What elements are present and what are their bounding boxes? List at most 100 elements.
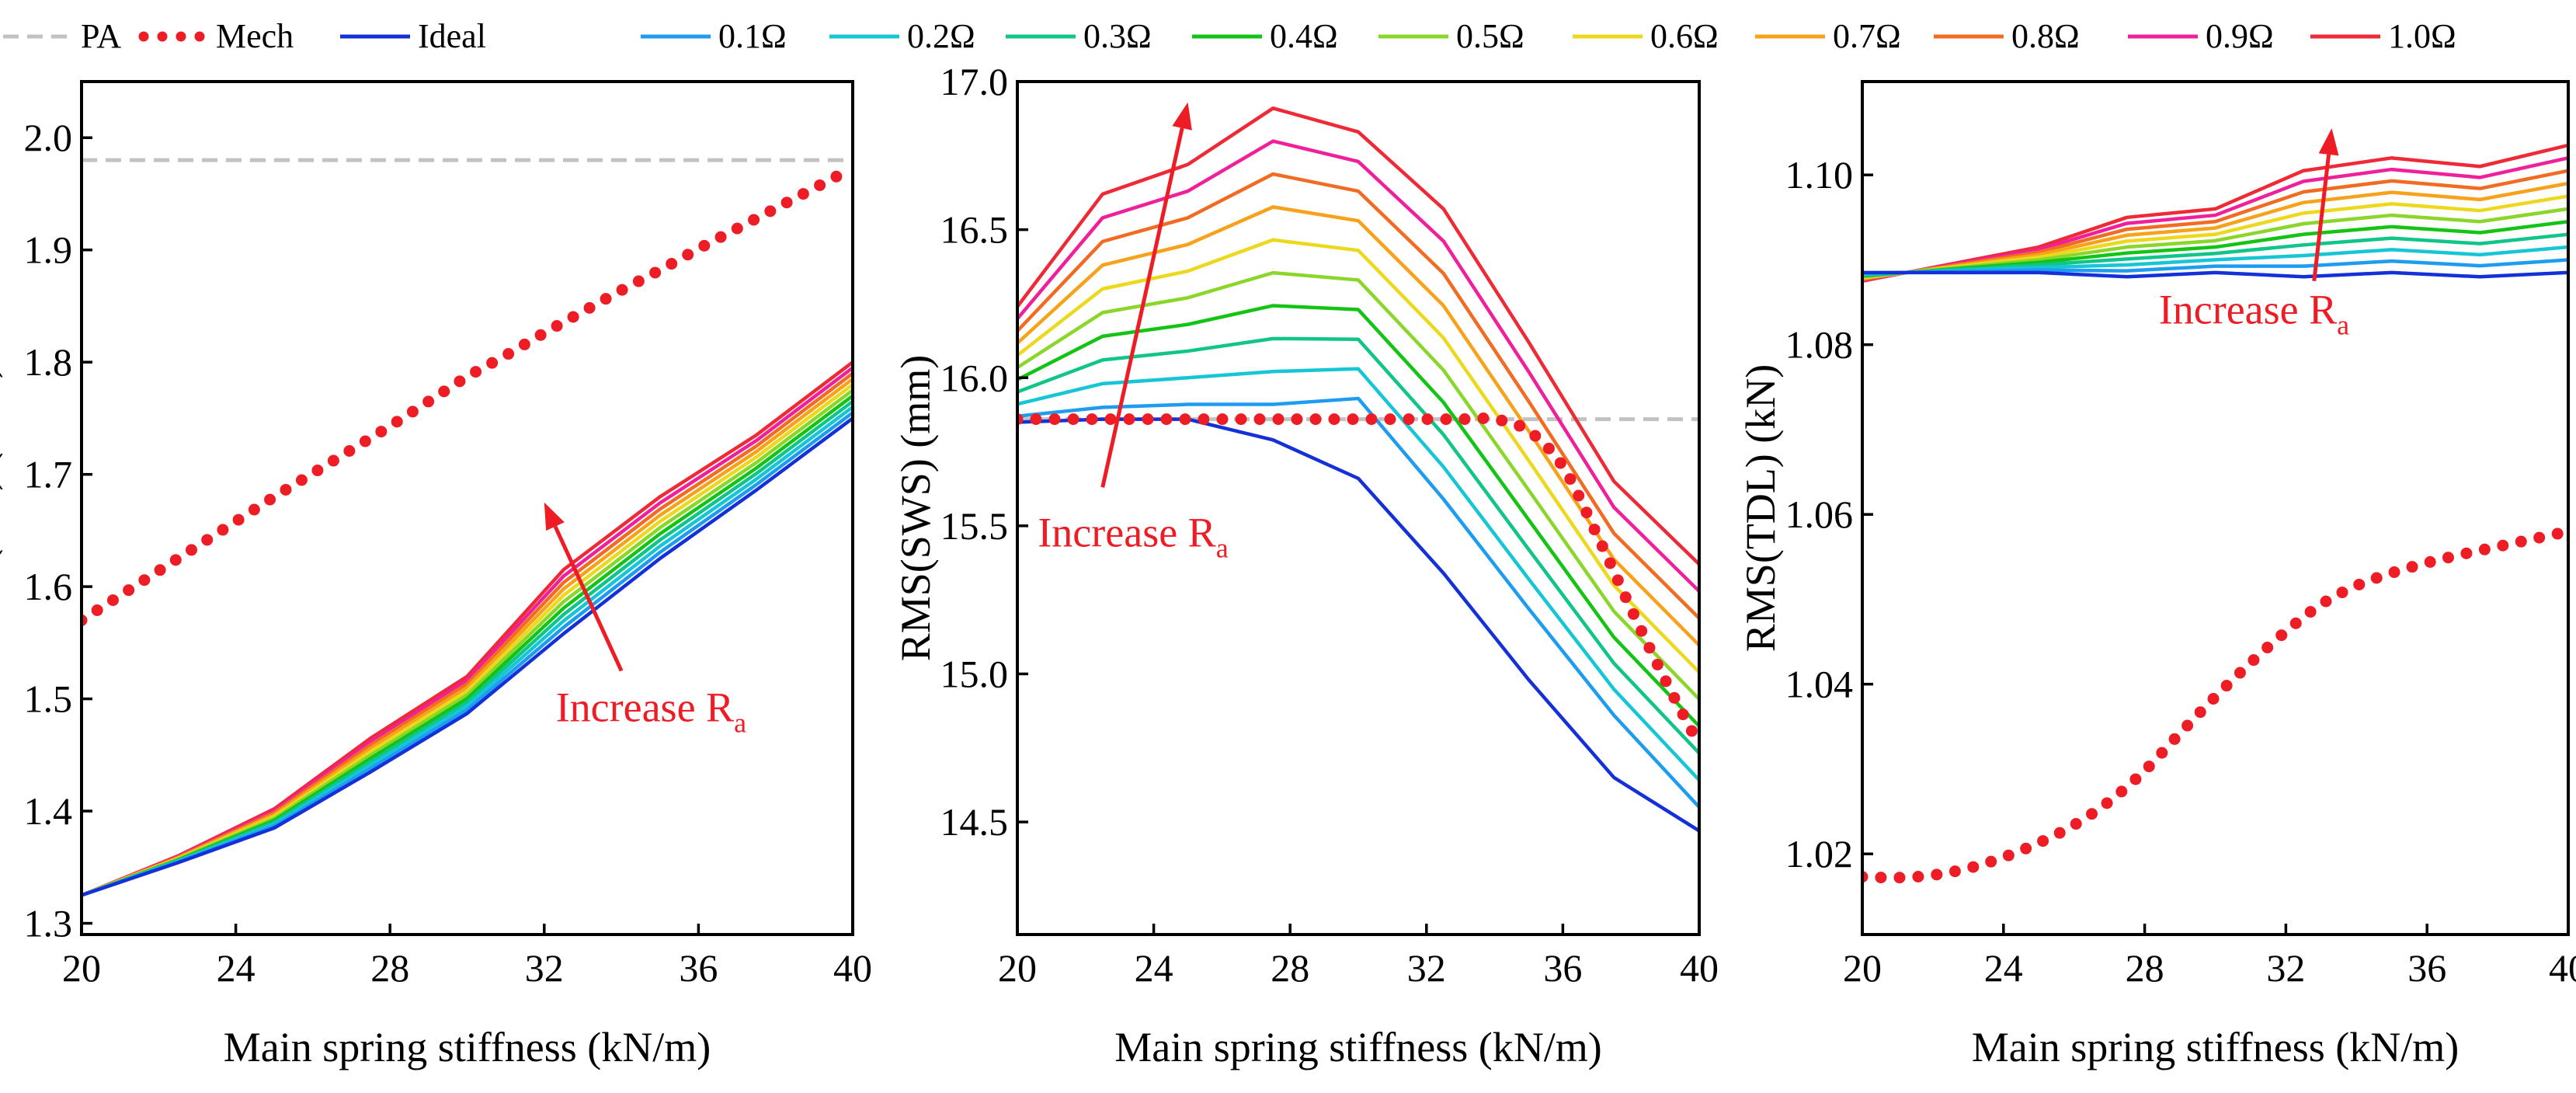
increase-ra-annotation: Increase Ra xyxy=(2159,286,2349,340)
series-line-r-7 xyxy=(1017,205,1699,647)
y-axis-label-main: RMS(SWS) (mm) xyxy=(892,355,939,662)
increase-arrow-head xyxy=(544,502,565,531)
series-line-ideal xyxy=(82,416,853,897)
y-axis-label-tail: ) xyxy=(0,364,3,378)
x-tick-label: 28 xyxy=(1271,946,1309,990)
plot-frame xyxy=(1016,80,1701,936)
y-tick-label: 1.04 xyxy=(1785,663,1854,706)
y-tick-label: 1.9 xyxy=(24,228,73,272)
series-line-r-2 xyxy=(1017,367,1699,781)
legend-label: 0.5Ω xyxy=(1456,17,1524,55)
legend-label: Ideal xyxy=(418,17,486,55)
y-tick-label: 2.0 xyxy=(24,116,73,159)
x-tick-label: 40 xyxy=(1680,946,1719,990)
plot-frame xyxy=(1861,80,2570,936)
y-tick-label: 1.8 xyxy=(24,340,73,384)
series-line-r-8 xyxy=(1017,172,1699,620)
panel-rms-tdl: 20 24 28 32 36 40 1.02 1.04 1.06 1.08 1.10 Main spr… xyxy=(1737,80,2576,1070)
annotation-subscript: a xyxy=(2337,309,2349,340)
y-tick-label: 1.06 xyxy=(1785,493,1854,536)
y-tick-label: 1.4 xyxy=(24,789,73,833)
plot-area xyxy=(1862,143,2568,884)
legend-label: 0.6Ω xyxy=(1650,17,1719,55)
panel-rms-sws: 20 24 28 32 36 40 14.5 15.0 15.5 16.0 16.5 17.0 Main… xyxy=(892,60,1719,1070)
legend-label: PA xyxy=(81,17,121,55)
x-tick-label: 36 xyxy=(1543,946,1582,990)
increase-arrow-shaft xyxy=(553,525,624,672)
series-line-r-10 xyxy=(82,360,853,897)
x-tick-label: 20 xyxy=(1843,946,1882,990)
series-line-r-7 xyxy=(82,378,853,897)
series-line-r-4 xyxy=(1017,304,1699,728)
series-line-r-6 xyxy=(82,383,853,897)
x-tick-label: 32 xyxy=(1407,946,1446,990)
y-tick-label: 15.5 xyxy=(940,504,1009,548)
legend-label: 1.0Ω xyxy=(2388,17,2456,55)
y-tick-label: 1.10 xyxy=(1785,153,1854,197)
y-tick-label: 15.0 xyxy=(940,653,1009,696)
x-axis-label: Main spring stiffness (kN/m) xyxy=(224,1024,711,1070)
increase-ra-annotation: Increase Ra xyxy=(556,684,746,739)
y-tick-label: 1.5 xyxy=(24,677,73,721)
y-axis-label: RMS(SWS) (mm) xyxy=(892,355,939,662)
x-axis-label: Main spring stiffness (kN/m) xyxy=(1114,1024,1601,1070)
plot-area xyxy=(1017,106,1699,833)
x-tick-label: 28 xyxy=(2126,946,2164,990)
legend: PA Mech Ideal 0.1Ω 0.2Ω 0.3Ω 0.4Ω 0.5Ω 0.6Ω 0.7Ω 0… xyxy=(3,17,2456,55)
annotation-subscript: a xyxy=(1216,533,1229,564)
x-tick-label: 36 xyxy=(2407,946,2446,990)
y-axis-label-main: RMS(BA) (m/s xyxy=(0,392,3,652)
legend-label: 0.4Ω xyxy=(1270,17,1338,55)
increase-arrow-head xyxy=(1172,102,1192,131)
annotation-main: Increase R xyxy=(556,684,734,731)
increase-arrow-head xyxy=(2318,128,2339,156)
legend-label: Mech xyxy=(216,17,294,55)
series-line-r-9 xyxy=(1017,139,1699,593)
x-tick-label: 20 xyxy=(998,946,1037,990)
x-tick-label: 24 xyxy=(217,946,256,990)
annotation-subscript: a xyxy=(734,708,746,739)
mech-dotted-line xyxy=(82,162,853,626)
series-line-r-6 xyxy=(1017,238,1699,674)
legend-label: 0.8Ω xyxy=(2011,17,2080,55)
annotation-main: Increase R xyxy=(2159,286,2337,332)
y-axis-label-main: RMS(TDL) (kN) xyxy=(1737,364,1784,652)
x-tick-label: 24 xyxy=(1984,946,2023,990)
y-tick-label: 16.0 xyxy=(940,356,1009,399)
series-line-ideal xyxy=(1862,270,2568,279)
series-line-r-10 xyxy=(1017,106,1699,566)
legend-label: 0.9Ω xyxy=(2206,17,2274,55)
x-axis-label: Main spring stiffness (kN/m) xyxy=(1972,1024,2459,1070)
panel-rms-ba: 20 24 28 32 36 40 1.3 1.4 1.5 1.6 1.7 1.8 1.9 2.0 Main… xyxy=(0,80,872,1070)
y-tick-label: 16.5 xyxy=(940,208,1009,252)
y-tick-label: 14.5 xyxy=(940,800,1009,844)
x-tick-label: 40 xyxy=(833,946,872,990)
plot-frame xyxy=(80,80,854,936)
legend-label: 0.1Ω xyxy=(718,17,787,55)
y-tick-label: 1.02 xyxy=(1785,832,1854,875)
y-axis-label: RMS(TDL) (kN) xyxy=(1737,364,1784,652)
x-tick-label: 32 xyxy=(2266,946,2305,990)
x-tick-label: 24 xyxy=(1135,946,1173,990)
increase-arrow-shaft xyxy=(1100,127,1184,488)
y-axis-label: RMS(BA) (m/s2) xyxy=(0,364,3,652)
mech-dotted-line xyxy=(1017,412,1699,751)
y-tick-label: 1.7 xyxy=(24,453,73,496)
y-tick-label: 1.3 xyxy=(24,902,73,945)
series-line-r-1 xyxy=(1017,396,1699,809)
x-tick-label: 40 xyxy=(2549,946,2576,990)
y-tick-label: 17.0 xyxy=(940,60,1009,103)
increase-ra-annotation: Increase Ra xyxy=(1038,510,1228,564)
y-tick-label: 1.6 xyxy=(24,565,73,608)
legend-label: 0.7Ω xyxy=(1833,17,1901,55)
legend-label: 0.2Ω xyxy=(907,17,975,55)
legend-label: 0.3Ω xyxy=(1083,17,1152,55)
y-tick-label: 1.08 xyxy=(1785,323,1854,367)
mech-dotted-line xyxy=(1862,525,2568,884)
x-tick-label: 36 xyxy=(679,946,718,990)
x-tick-label: 28 xyxy=(370,946,409,990)
annotation-main: Increase R xyxy=(1038,510,1215,556)
x-tick-label: 32 xyxy=(525,946,564,990)
series-line-r-5 xyxy=(1017,270,1699,701)
